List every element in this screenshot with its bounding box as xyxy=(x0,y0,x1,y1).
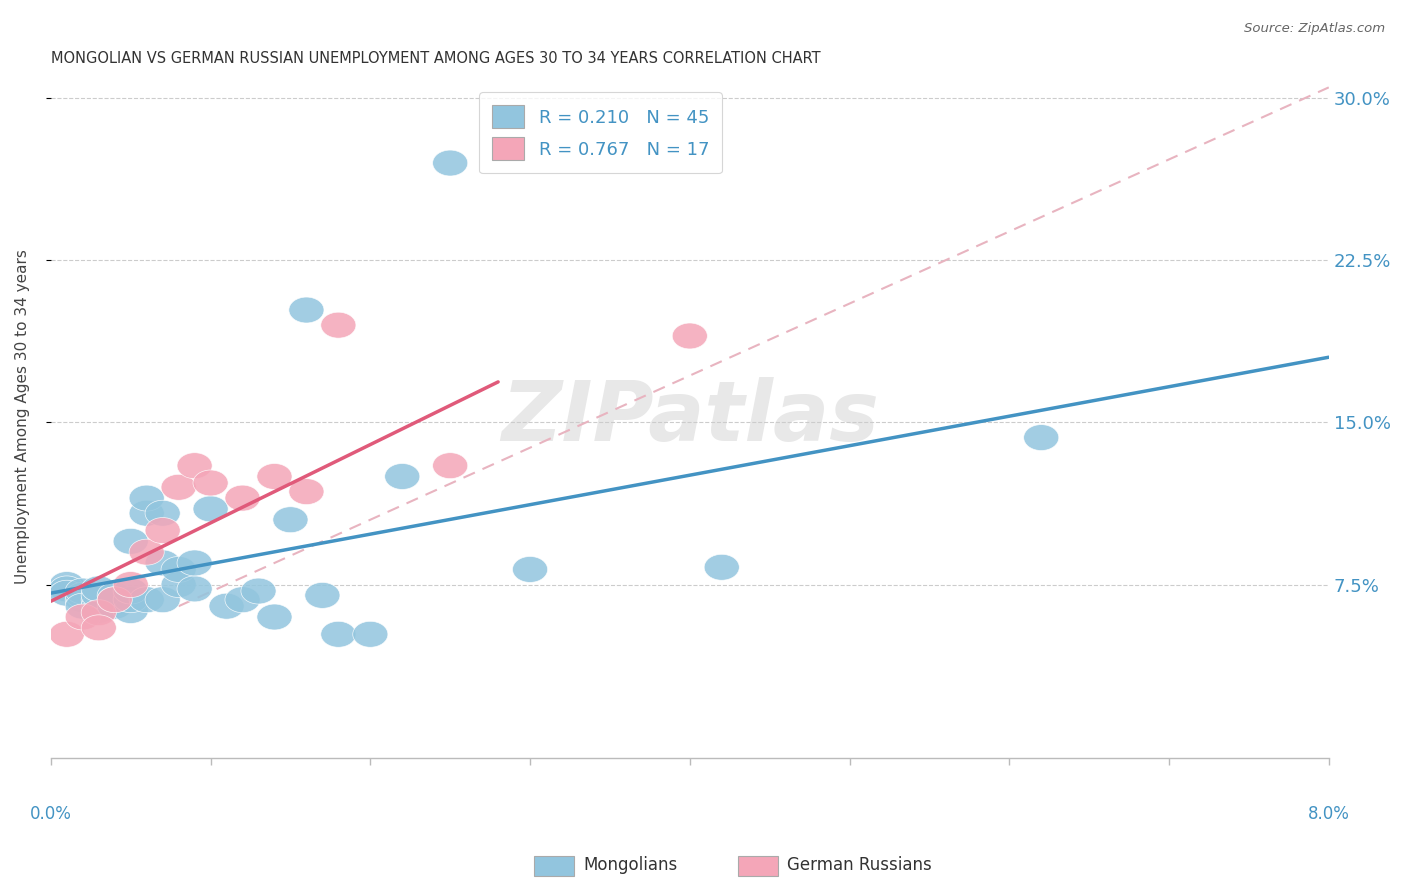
Ellipse shape xyxy=(145,517,180,543)
Ellipse shape xyxy=(82,599,117,625)
Ellipse shape xyxy=(305,582,340,608)
Ellipse shape xyxy=(97,593,132,619)
Ellipse shape xyxy=(65,587,100,613)
Ellipse shape xyxy=(65,578,100,604)
Ellipse shape xyxy=(433,453,468,479)
Legend: R = 0.210   N = 45, R = 0.767   N = 17: R = 0.210 N = 45, R = 0.767 N = 17 xyxy=(479,93,721,173)
Ellipse shape xyxy=(672,323,707,349)
Ellipse shape xyxy=(49,572,84,598)
Text: German Russians: German Russians xyxy=(787,856,932,874)
Ellipse shape xyxy=(177,453,212,479)
Ellipse shape xyxy=(162,572,197,598)
Ellipse shape xyxy=(112,572,148,598)
Ellipse shape xyxy=(82,587,117,613)
Text: MONGOLIAN VS GERMAN RUSSIAN UNEMPLOYMENT AMONG AGES 30 TO 34 YEARS CORRELATION C: MONGOLIAN VS GERMAN RUSSIAN UNEMPLOYMENT… xyxy=(51,51,821,66)
Text: 0.0%: 0.0% xyxy=(30,805,72,823)
Ellipse shape xyxy=(82,576,117,602)
Ellipse shape xyxy=(433,150,468,176)
Ellipse shape xyxy=(193,470,228,496)
Ellipse shape xyxy=(162,557,197,582)
Ellipse shape xyxy=(321,622,356,648)
Ellipse shape xyxy=(65,604,100,630)
Ellipse shape xyxy=(65,593,100,619)
Ellipse shape xyxy=(129,485,165,511)
Ellipse shape xyxy=(129,500,165,526)
Ellipse shape xyxy=(49,576,84,602)
Ellipse shape xyxy=(82,593,117,619)
Ellipse shape xyxy=(273,507,308,533)
Ellipse shape xyxy=(129,539,165,566)
Ellipse shape xyxy=(512,557,547,582)
Text: Source: ZipAtlas.com: Source: ZipAtlas.com xyxy=(1244,22,1385,36)
Text: ZIPatlas: ZIPatlas xyxy=(501,376,879,458)
Ellipse shape xyxy=(257,604,292,630)
Ellipse shape xyxy=(385,464,420,490)
Ellipse shape xyxy=(112,578,148,604)
Ellipse shape xyxy=(257,464,292,490)
Ellipse shape xyxy=(112,528,148,554)
Ellipse shape xyxy=(225,587,260,613)
Text: 8.0%: 8.0% xyxy=(1308,805,1350,823)
Ellipse shape xyxy=(162,475,197,500)
Ellipse shape xyxy=(82,598,117,624)
Ellipse shape xyxy=(145,500,180,526)
Ellipse shape xyxy=(177,550,212,576)
Ellipse shape xyxy=(1024,425,1059,450)
Ellipse shape xyxy=(288,297,323,323)
Ellipse shape xyxy=(97,582,132,608)
Ellipse shape xyxy=(65,582,100,608)
Ellipse shape xyxy=(82,615,117,640)
Text: Mongolians: Mongolians xyxy=(583,856,678,874)
Ellipse shape xyxy=(321,312,356,338)
Ellipse shape xyxy=(97,589,132,615)
Ellipse shape xyxy=(49,581,84,607)
Ellipse shape xyxy=(177,576,212,602)
Ellipse shape xyxy=(225,485,260,511)
Ellipse shape xyxy=(209,593,245,619)
Ellipse shape xyxy=(112,587,148,613)
Ellipse shape xyxy=(704,554,740,581)
Ellipse shape xyxy=(240,578,276,604)
Ellipse shape xyxy=(288,479,323,505)
Ellipse shape xyxy=(353,622,388,648)
Ellipse shape xyxy=(97,587,132,613)
Y-axis label: Unemployment Among Ages 30 to 34 years: Unemployment Among Ages 30 to 34 years xyxy=(15,250,30,584)
Ellipse shape xyxy=(97,587,132,613)
Ellipse shape xyxy=(145,550,180,576)
Ellipse shape xyxy=(82,582,117,608)
Ellipse shape xyxy=(112,598,148,624)
Ellipse shape xyxy=(145,587,180,613)
Ellipse shape xyxy=(129,587,165,613)
Ellipse shape xyxy=(49,622,84,648)
Ellipse shape xyxy=(193,496,228,522)
